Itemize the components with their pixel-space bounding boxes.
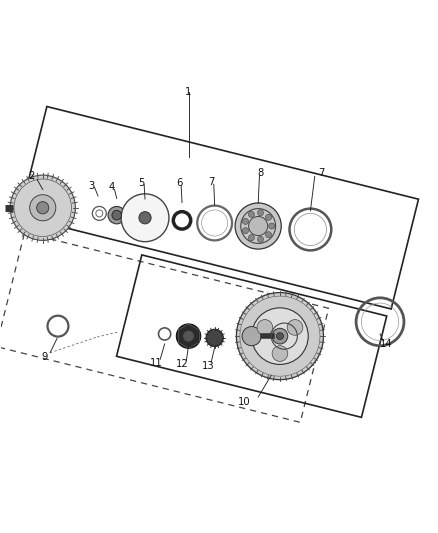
Text: 6: 6 — [176, 179, 182, 188]
Circle shape — [108, 206, 125, 224]
Text: 3: 3 — [88, 181, 95, 191]
Circle shape — [237, 293, 323, 379]
Circle shape — [268, 223, 275, 229]
Text: 14: 14 — [380, 338, 392, 349]
Circle shape — [242, 327, 261, 346]
Text: 9: 9 — [42, 352, 48, 362]
Circle shape — [37, 201, 49, 214]
Circle shape — [30, 195, 56, 221]
Text: 12: 12 — [176, 359, 188, 369]
Circle shape — [252, 308, 308, 365]
Circle shape — [257, 320, 273, 335]
Circle shape — [265, 232, 272, 238]
Circle shape — [112, 211, 121, 220]
Text: 5: 5 — [138, 177, 145, 188]
Circle shape — [139, 212, 151, 224]
Circle shape — [14, 179, 71, 237]
Circle shape — [248, 235, 254, 241]
Text: 11: 11 — [149, 358, 162, 368]
Text: 2: 2 — [28, 172, 34, 181]
Circle shape — [243, 228, 248, 233]
Text: 7: 7 — [208, 177, 215, 187]
Circle shape — [235, 203, 281, 249]
Text: 4: 4 — [108, 182, 115, 192]
Text: 13: 13 — [202, 361, 215, 371]
Circle shape — [258, 209, 264, 216]
Circle shape — [272, 328, 288, 344]
Circle shape — [258, 236, 264, 243]
Circle shape — [10, 175, 75, 240]
Text: 10: 10 — [238, 397, 251, 407]
Circle shape — [276, 333, 283, 340]
Text: 1: 1 — [185, 87, 192, 98]
Text: 7: 7 — [318, 168, 325, 179]
Circle shape — [183, 330, 194, 342]
Circle shape — [240, 296, 320, 376]
Circle shape — [249, 216, 268, 236]
Circle shape — [265, 214, 272, 221]
Circle shape — [206, 329, 223, 346]
Circle shape — [287, 320, 303, 335]
Circle shape — [243, 219, 248, 224]
Circle shape — [121, 194, 169, 241]
Circle shape — [272, 346, 288, 361]
Text: 8: 8 — [258, 168, 264, 178]
Circle shape — [248, 211, 254, 217]
Circle shape — [177, 324, 201, 349]
